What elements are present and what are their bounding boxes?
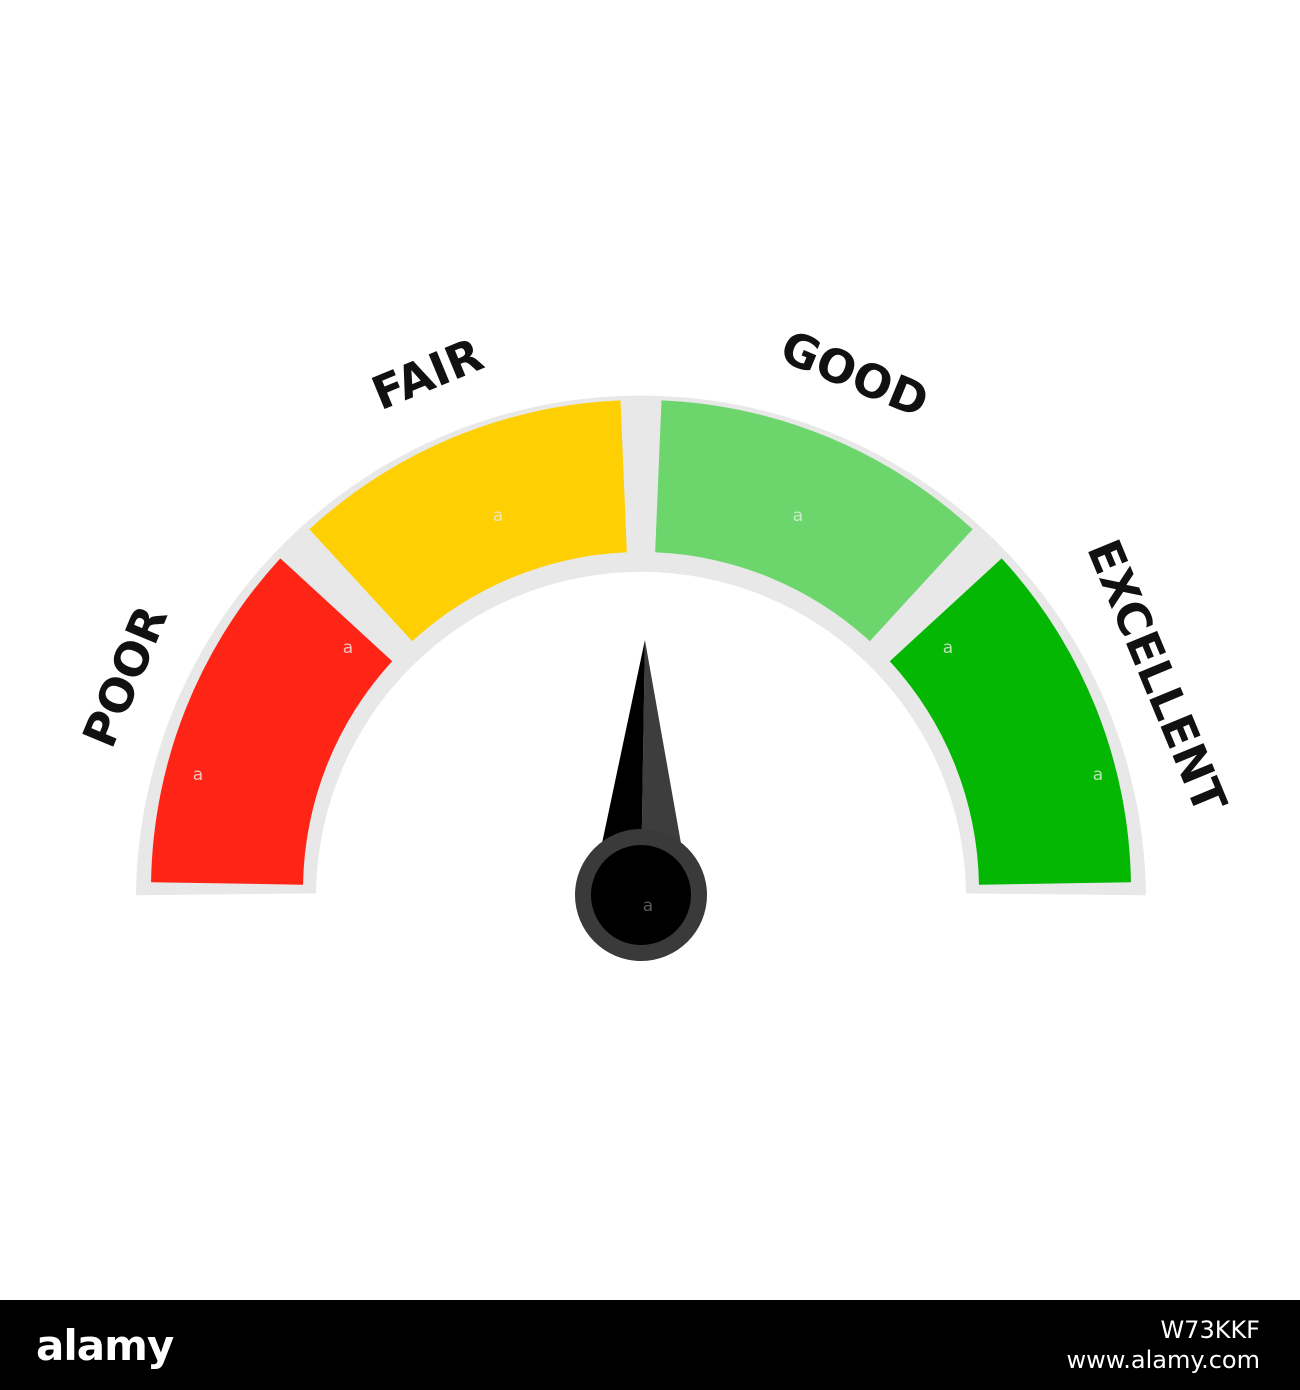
gauge-segments	[151, 400, 1131, 885]
segment-poor	[151, 558, 393, 885]
watermark-glyph: a	[193, 765, 203, 785]
stock-footer-bar: alamy W73KKF www.alamy.com	[0, 1300, 1300, 1390]
segment-excellent	[889, 558, 1131, 885]
stock-meta: W73KKF www.alamy.com	[1067, 1315, 1260, 1375]
needle-pointer	[594, 640, 645, 882]
label-fair: FAIR	[364, 327, 490, 421]
image-id: W73KKF	[1160, 1316, 1260, 1344]
watermark-glyph: a	[793, 506, 803, 526]
label-poor: POOR	[72, 598, 178, 755]
watermark-glyph: a	[643, 896, 653, 916]
segment-good	[655, 400, 973, 642]
watermark-glyph: a	[943, 638, 953, 658]
segment-fair	[309, 400, 627, 642]
site-url: www.alamy.com	[1066, 1346, 1260, 1374]
watermark-glyph: a	[343, 638, 353, 658]
needle-shade	[641, 640, 688, 883]
watermark-glyph: a	[493, 506, 503, 526]
needle: a	[575, 640, 707, 961]
watermark-glyph: a	[1093, 765, 1103, 785]
label-good: GOOD	[773, 320, 936, 429]
needle-hub-inner	[591, 845, 691, 945]
alamy-logo: alamy	[36, 1320, 174, 1370]
